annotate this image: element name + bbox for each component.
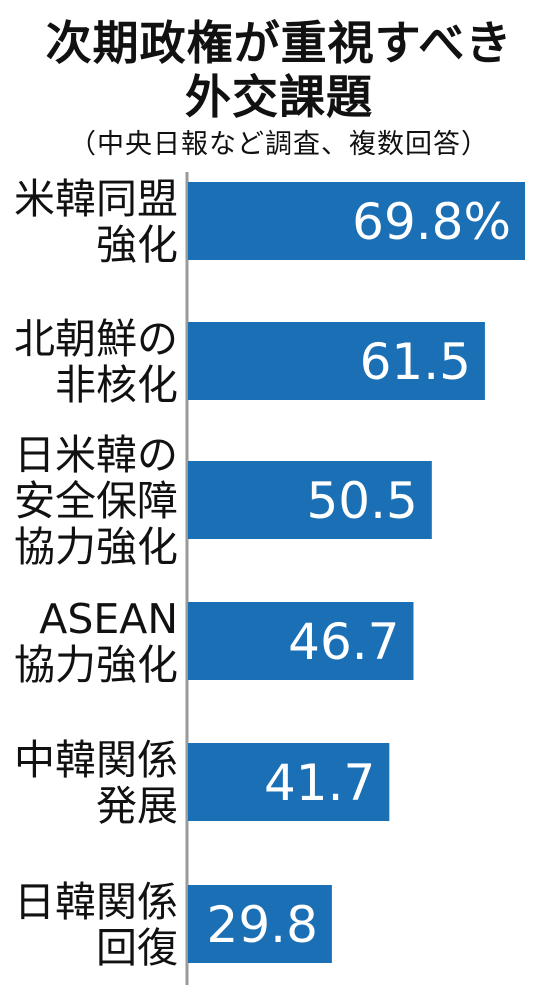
- category-label-4-line-1: 発展: [96, 782, 178, 830]
- value-label-5: 29.8: [207, 896, 318, 954]
- category-label-2-line-2: 協力強化: [14, 523, 178, 571]
- chart-subtitle: （中央日報など調査、複数回答）: [69, 129, 489, 160]
- category-label-5-line-0: 日韓関係: [14, 878, 178, 926]
- value-label-1: 61.5: [360, 333, 471, 391]
- category-label-2-line-1: 安全保障: [14, 477, 178, 525]
- category-label-5-line-1: 回復: [96, 924, 178, 972]
- category-label-4-line-0: 中韓関係: [14, 736, 178, 784]
- value-label-2: 50.5: [306, 472, 417, 530]
- bar-2: [188, 461, 432, 539]
- bar-4: [188, 743, 390, 821]
- category-label-0-line-1: 強化: [96, 221, 178, 269]
- category-label-3-line-1: 協力強化: [14, 641, 178, 689]
- bar-0: [188, 182, 525, 260]
- chart-title-line-2: 外交課題: [185, 70, 373, 124]
- value-label-0: 69.8%: [352, 193, 511, 251]
- bar-5: [188, 885, 332, 963]
- category-label-2-line-0: 日米韓の: [14, 431, 178, 479]
- category-label-3-line-0: ASEAN: [39, 595, 178, 643]
- chart-title-line-1: 次期政権が重視すべき: [45, 16, 513, 70]
- bar-1: [188, 322, 485, 400]
- category-label-0-line-0: 米韓同盟: [14, 175, 178, 223]
- value-label-4: 41.7: [264, 754, 375, 812]
- bar-3: [188, 602, 414, 680]
- category-label-1-line-0: 北朝鮮の: [14, 315, 178, 363]
- value-label-3: 46.7: [288, 613, 399, 671]
- category-label-1-line-1: 非核化: [55, 361, 178, 409]
